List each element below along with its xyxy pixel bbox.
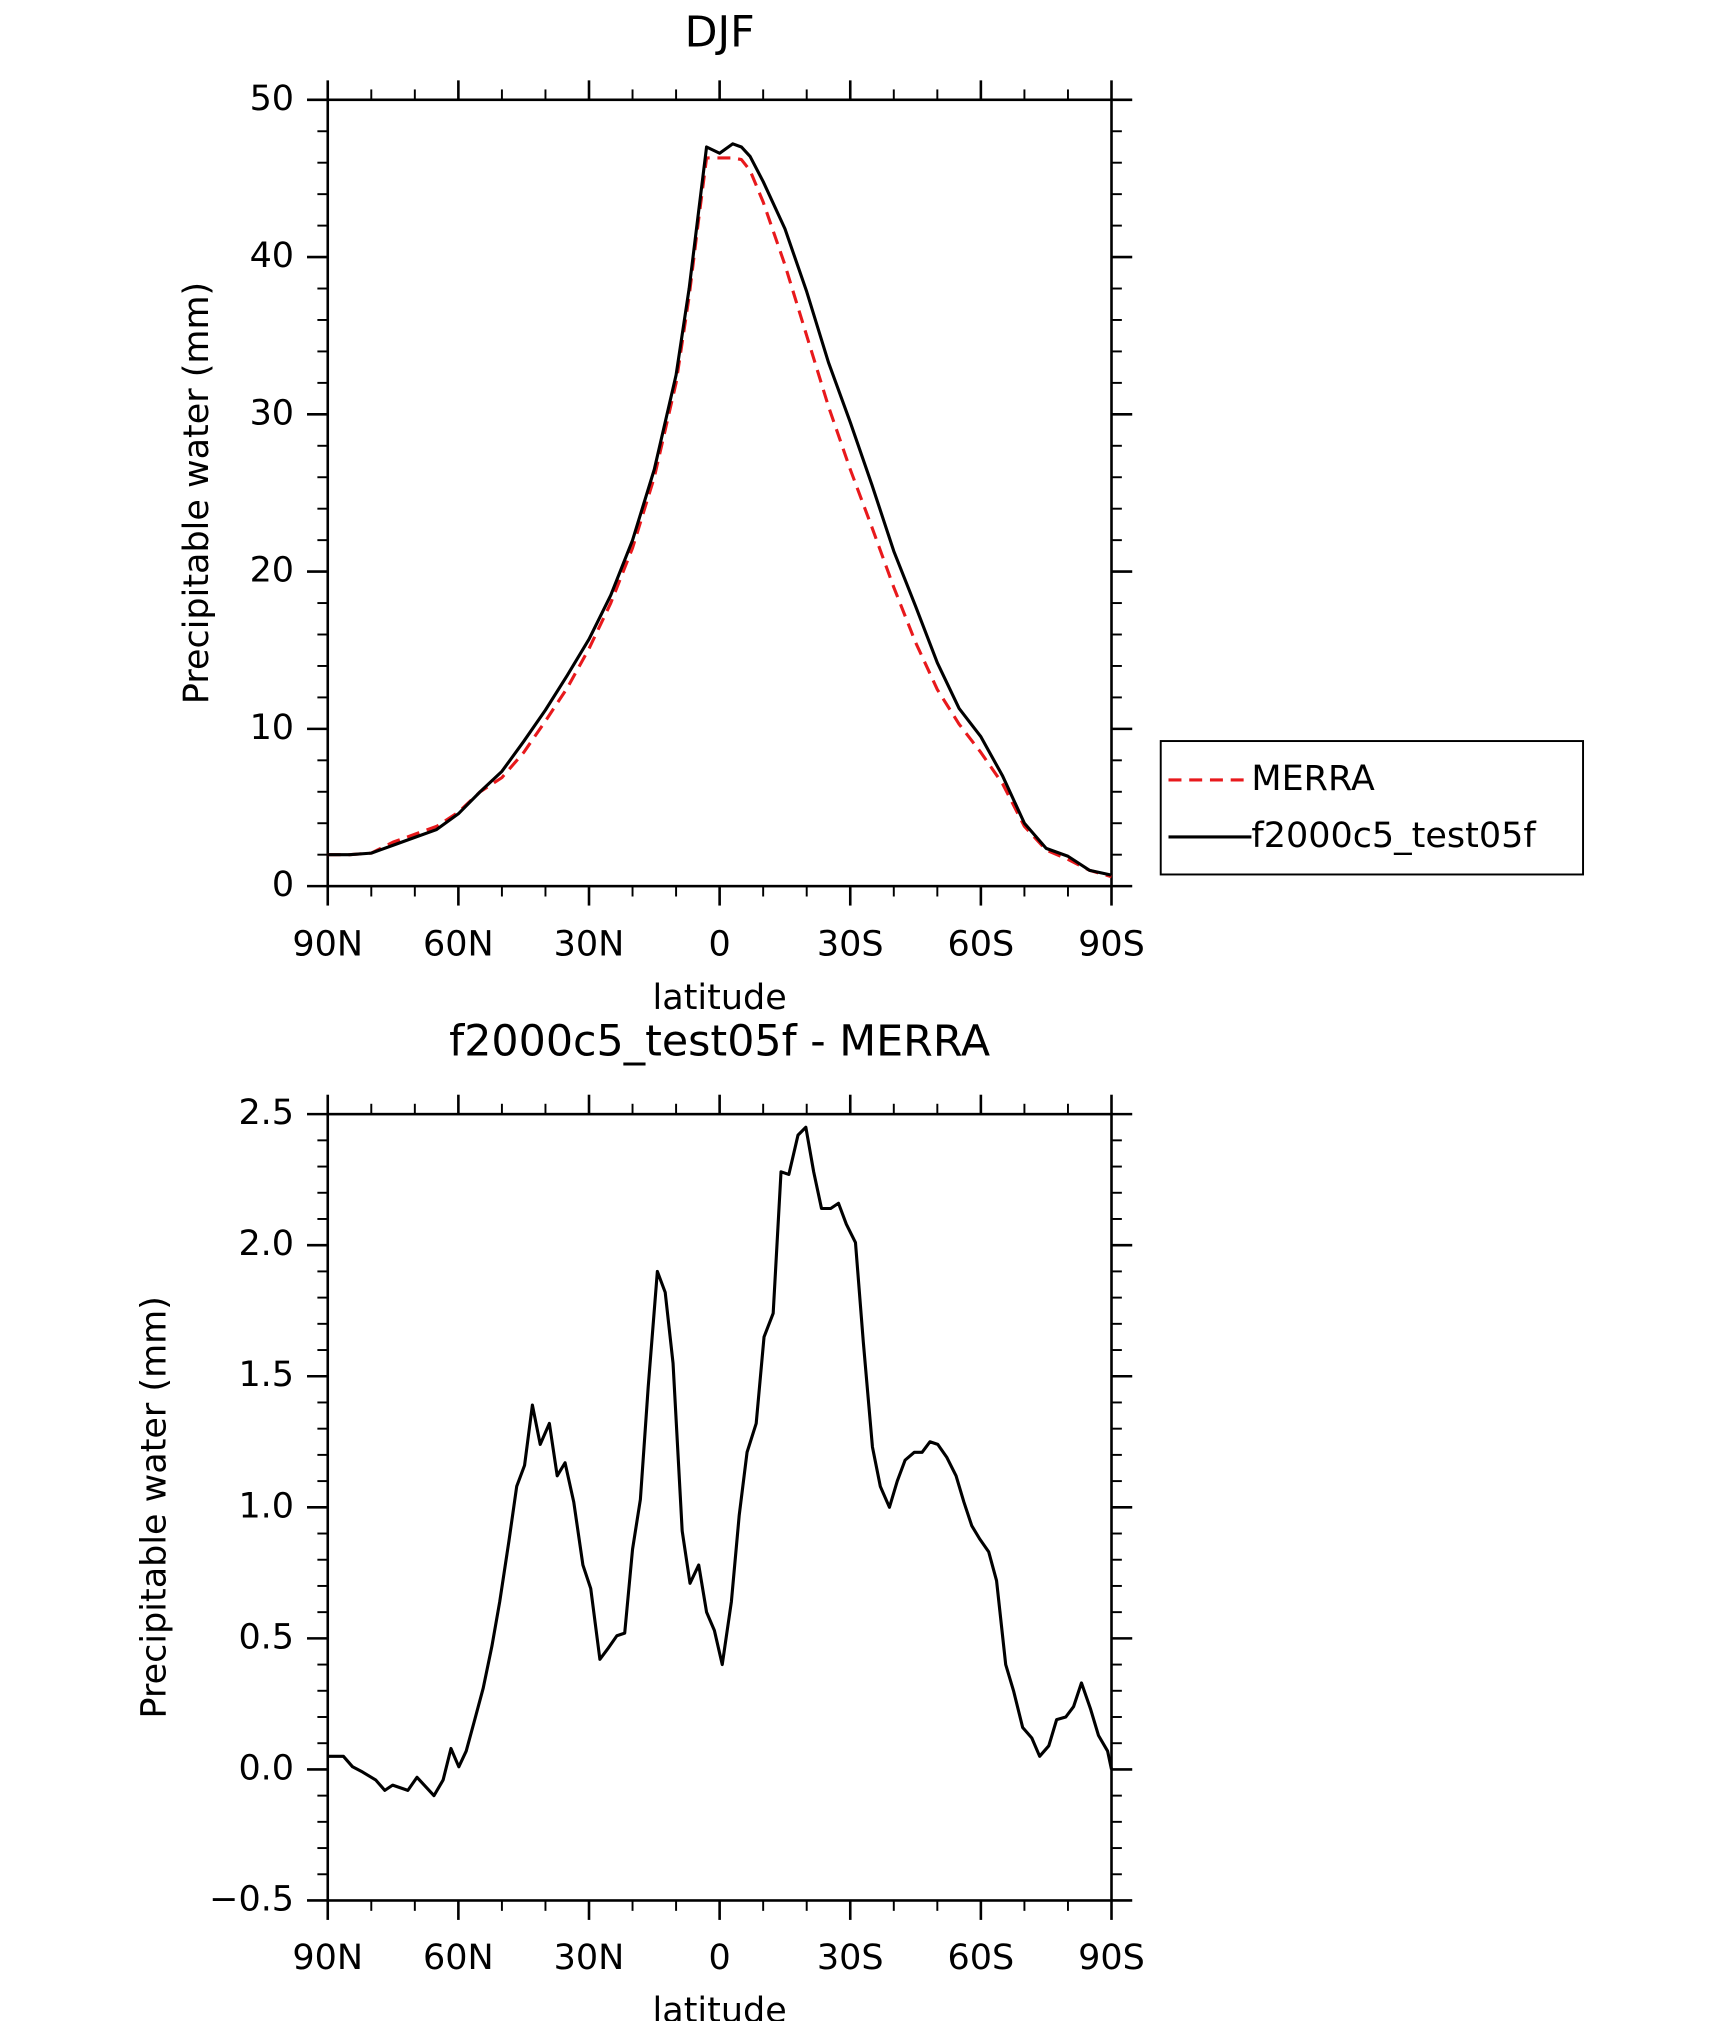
y-tick-label: 20: [250, 551, 295, 591]
plot-frame: [326, 1112, 1113, 1902]
data-line: [327, 142, 1112, 877]
x-tick-label: 0: [709, 1938, 731, 1978]
y-tick-label: 30: [250, 393, 295, 433]
x-tick-label: 30S: [817, 925, 884, 965]
legend-label: f2000c5_test05f: [1251, 816, 1536, 856]
y-tick-label: 0.0: [238, 1748, 294, 1788]
y-tick-label: 40: [250, 236, 295, 276]
x-tick-label: 90N: [292, 925, 363, 965]
y-tick-label: −0.5: [209, 1879, 294, 1919]
x-axis-label: latitude: [653, 1991, 787, 2021]
y-tick-label: 0: [272, 865, 294, 905]
x-tick-label: 60S: [948, 925, 1015, 965]
x-tick-label: 60S: [948, 1938, 1015, 1978]
x-tick-label: 30N: [554, 925, 625, 965]
x-tick-label: 90S: [1078, 925, 1145, 965]
x-tick-label: 30S: [817, 1938, 884, 1978]
y-tick-label: 0.5: [238, 1617, 294, 1657]
x-tick-label: 60N: [423, 1938, 494, 1978]
x-tick-label: 90N: [292, 1938, 363, 1978]
y-tick-label: 1.5: [238, 1355, 294, 1395]
chart-title: DJF: [685, 8, 755, 58]
y-tick-label: 2.0: [238, 1224, 294, 1264]
x-tick-label: 30N: [554, 1938, 625, 1978]
data-line: [327, 156, 1112, 879]
data-line: [327, 1125, 1114, 1798]
y-tick-label: 10: [250, 708, 295, 748]
y-tick-label: 50: [250, 79, 295, 119]
y-tick-label: 2.5: [238, 1093, 294, 1133]
y-tick-label: 1.0: [238, 1486, 294, 1526]
plot-frame: [326, 98, 1113, 888]
chart-title: f2000c5_test05f - MERRA: [449, 1017, 990, 1067]
y-axis-label: Precipitable water (mm): [177, 282, 217, 704]
x-axis-label: latitude: [653, 978, 787, 1018]
y-axis-label: Precipitable water (mm): [134, 1296, 174, 1718]
legend-label: MERRA: [1251, 759, 1374, 799]
x-tick-label: 90S: [1078, 1938, 1145, 1978]
x-tick-label: 60N: [423, 925, 494, 965]
legend-box: [1159, 740, 1585, 876]
x-tick-label: 0: [709, 925, 731, 965]
